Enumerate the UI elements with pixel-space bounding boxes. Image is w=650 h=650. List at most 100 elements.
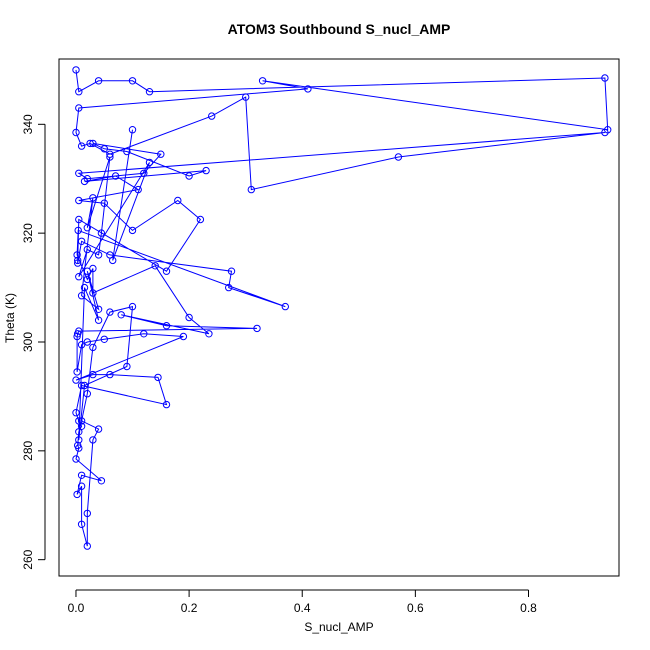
x-tick-label: 0.8: [520, 601, 537, 615]
data-point: [89, 289, 97, 297]
data-point: [89, 436, 97, 444]
data-point: [162, 322, 171, 330]
data-point: [100, 335, 109, 343]
series-line: [75, 69, 609, 547]
data-point: [157, 150, 165, 158]
data-point: [77, 292, 86, 300]
y-tick-label: 320: [21, 223, 35, 243]
data-point: [111, 172, 120, 180]
data-point: [80, 283, 89, 292]
data-point: [75, 428, 83, 436]
data-point: [179, 332, 188, 341]
data-point: [97, 229, 106, 237]
plot-frame: [58, 58, 620, 577]
data-point: [205, 330, 213, 338]
y-axis-label: Theta (K): [3, 293, 17, 343]
data-point: [80, 177, 89, 186]
data-point: [89, 370, 97, 379]
data-point: [83, 338, 92, 346]
data-point: [73, 368, 81, 376]
data-point: [154, 373, 162, 382]
data-point: [83, 509, 92, 518]
data-point: [77, 482, 86, 490]
data-point: [128, 302, 137, 311]
data-point: [72, 376, 80, 384]
y-tick-label: 280: [21, 440, 35, 460]
y-axis: 260 280 300 320 340: [21, 114, 46, 570]
data-point: [247, 185, 256, 194]
data-point: [86, 139, 94, 148]
data-point: [185, 313, 193, 322]
data-point: [134, 185, 142, 194]
data-point: [162, 267, 171, 275]
data-point: [106, 308, 114, 316]
data-point: [145, 158, 154, 167]
data-point: [75, 104, 83, 112]
data-point: [123, 362, 131, 371]
data-point: [258, 77, 267, 85]
data-point: [77, 520, 86, 528]
data-point: [77, 417, 86, 425]
data-point: [94, 425, 103, 433]
data-point: [128, 77, 137, 85]
data-point: [77, 142, 86, 150]
data-point: [253, 324, 261, 333]
data-point: [89, 194, 97, 202]
data-point: [77, 237, 86, 246]
data-point: [140, 169, 148, 178]
data-point: [73, 490, 81, 499]
data-point: [75, 444, 83, 452]
data-point: [75, 273, 83, 281]
y-tick-label: 340: [21, 114, 35, 134]
data-point: [83, 275, 92, 284]
data-point: [73, 251, 81, 259]
data-point: [162, 400, 171, 409]
data-point: [75, 169, 83, 178]
data-point: [74, 226, 82, 235]
data-point: [97, 477, 106, 485]
data-point: [94, 316, 103, 324]
data-point: [109, 256, 117, 265]
data-point: [128, 126, 137, 134]
data-point: [185, 172, 193, 180]
data-point: [72, 66, 80, 74]
data-point: [117, 311, 125, 319]
data-point: [601, 74, 609, 82]
data-point: [72, 455, 80, 463]
data-point: [225, 283, 233, 292]
data-point: [74, 330, 82, 338]
y-tick-label: 260: [21, 549, 35, 569]
chart-title: ATOM3 Southbound S_nucl_AMP: [228, 21, 451, 37]
data-point: [89, 343, 97, 352]
data-point: [77, 381, 86, 390]
data-point: [72, 128, 80, 137]
data-point: [106, 150, 114, 158]
data-point: [100, 199, 109, 207]
data-point: [106, 370, 114, 379]
x-axis-label: S_nucl_AMP: [304, 620, 373, 634]
data-point: [94, 305, 103, 313]
data-point: [83, 390, 92, 398]
data-point: [304, 85, 312, 93]
data-point: [83, 245, 92, 254]
data-point: [75, 88, 83, 96]
x-tick-label: 0.0: [68, 601, 85, 615]
x-axis: 0.0 0.2 0.4 0.6 0.8: [68, 589, 537, 615]
data-point: [89, 139, 97, 148]
data-point: [151, 262, 159, 270]
data-point: [174, 196, 182, 205]
data-point: [128, 226, 137, 235]
data-point: [74, 256, 82, 265]
data-point: [73, 332, 81, 341]
data-point: [83, 267, 92, 275]
data-point: [75, 215, 83, 224]
x-tick-label: 0.6: [407, 601, 424, 615]
data-point: [94, 77, 103, 85]
plot-area: [72, 66, 612, 550]
data-point: [202, 166, 210, 175]
data-point: [242, 93, 250, 101]
y-tick-label: 300: [21, 332, 35, 352]
data-point: [196, 215, 205, 224]
data-point: [83, 542, 92, 550]
